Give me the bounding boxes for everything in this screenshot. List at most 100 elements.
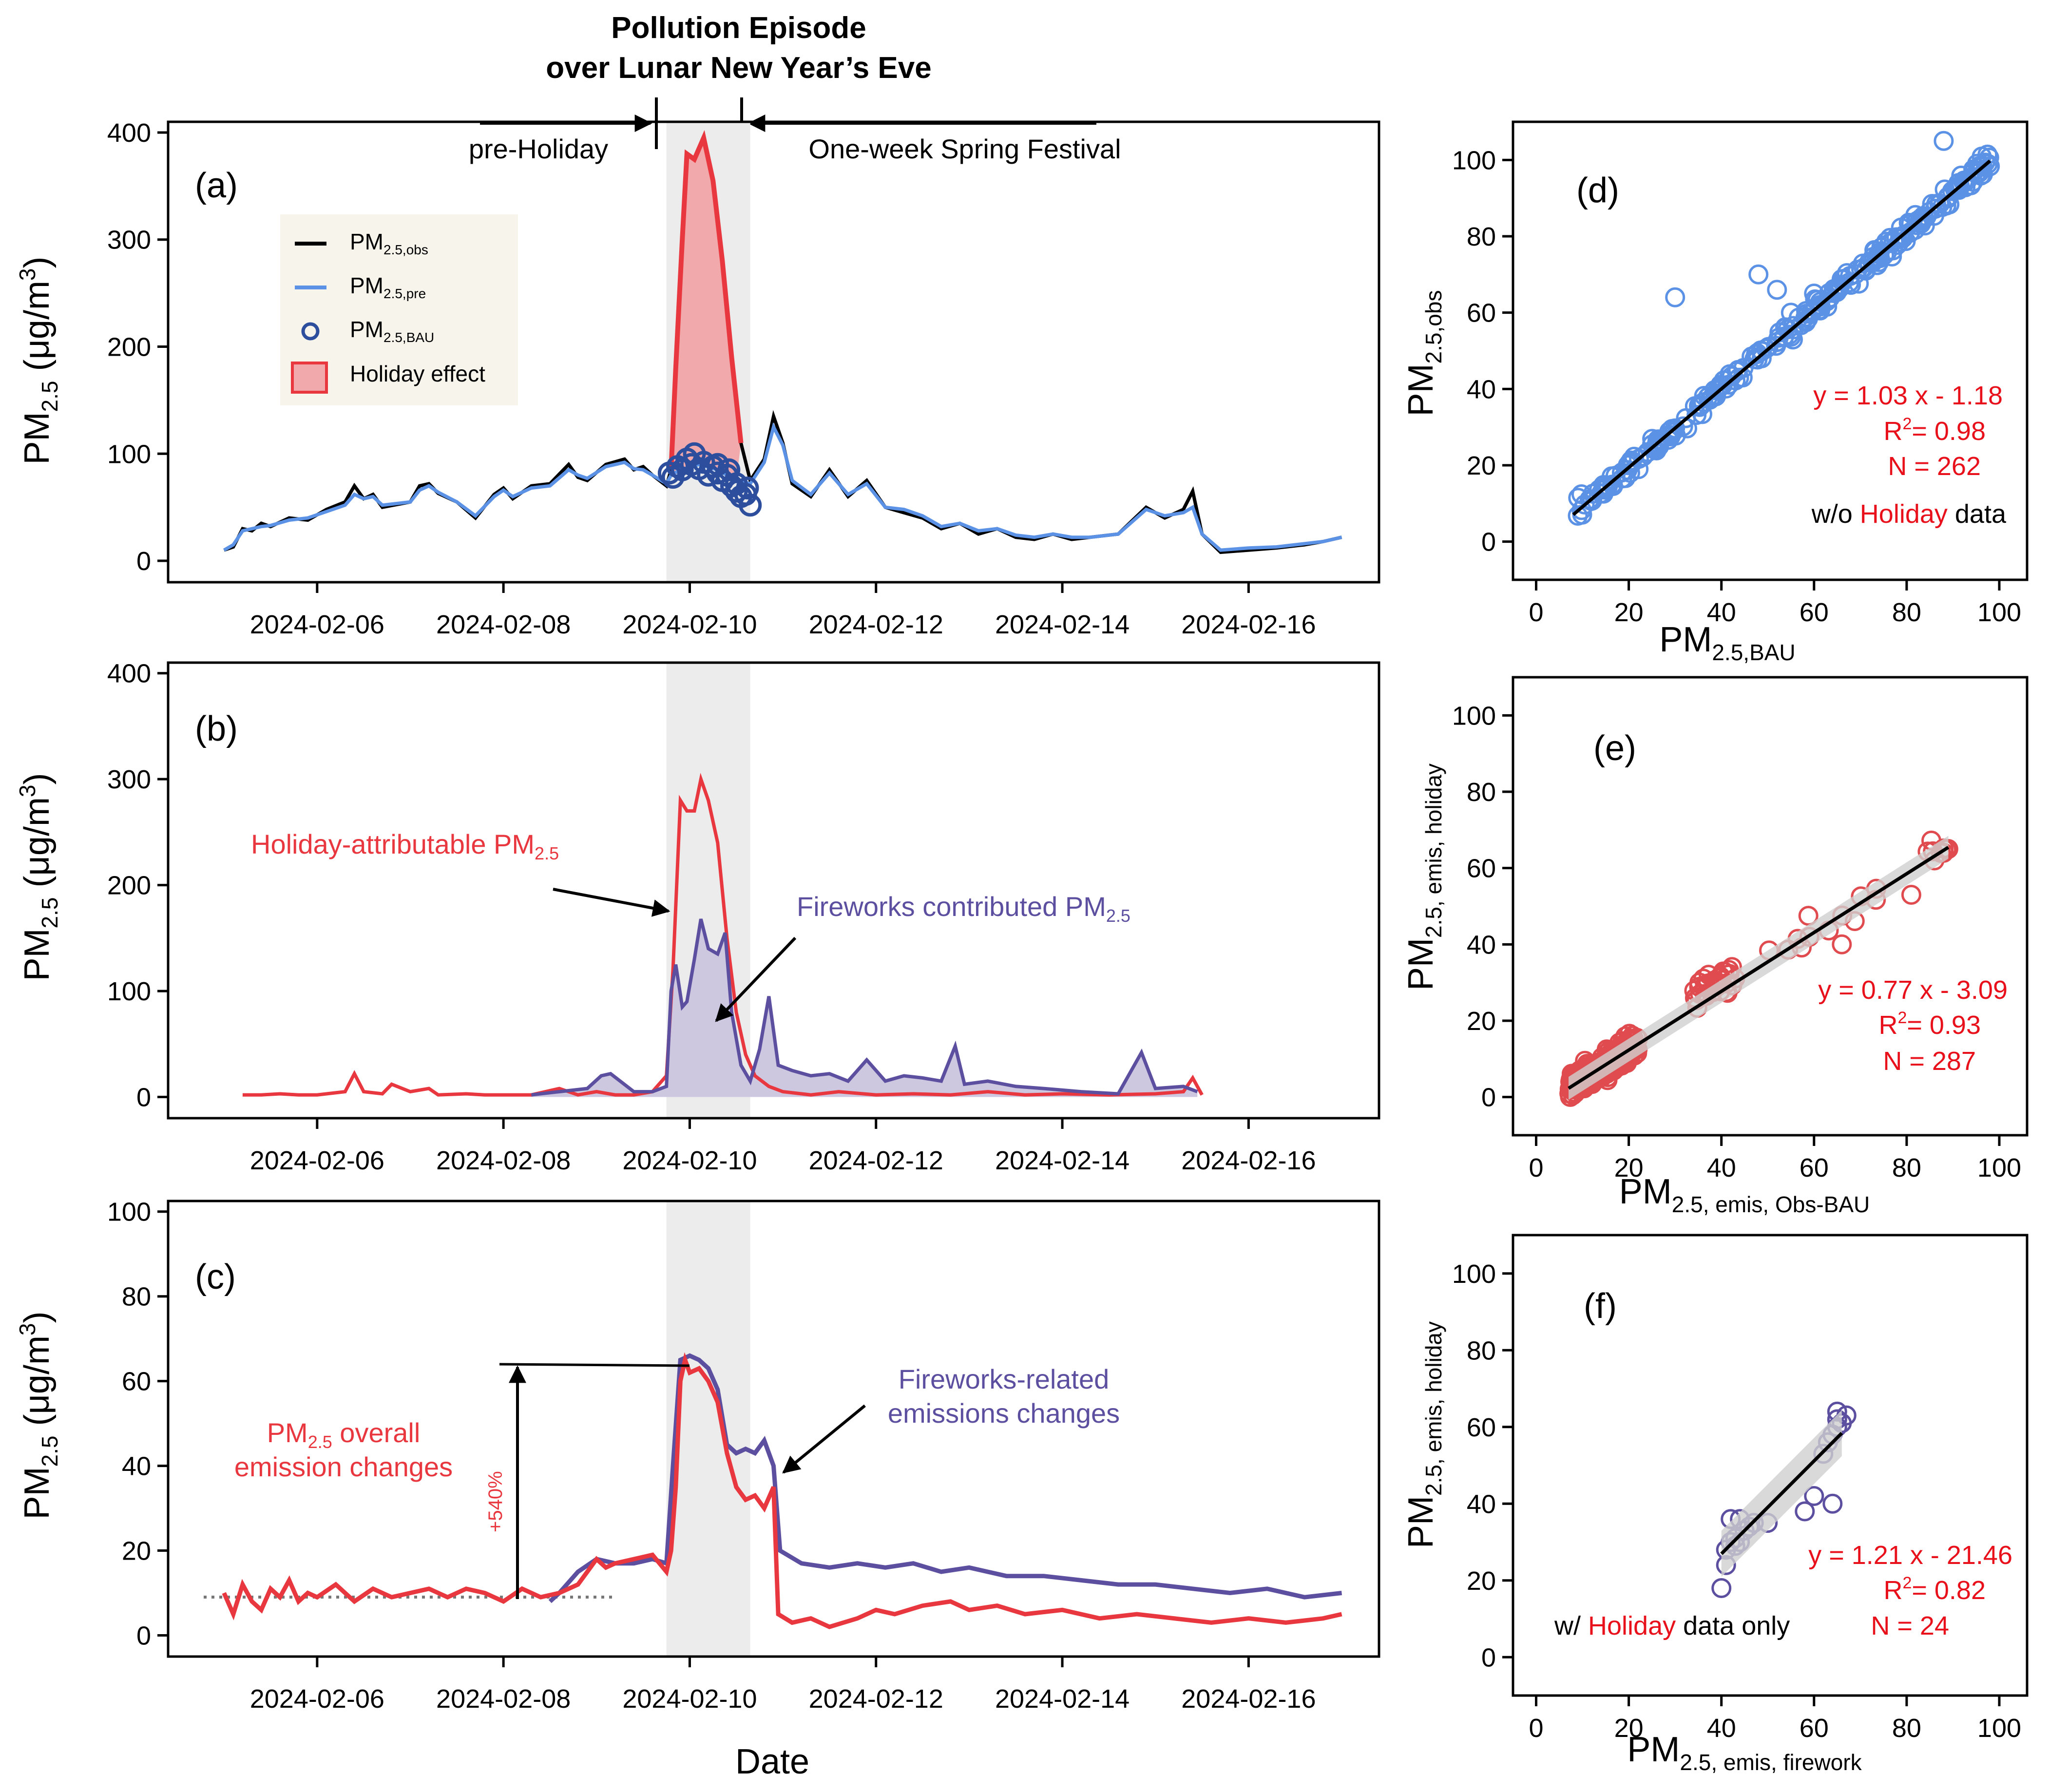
fit-line [1720,1431,1843,1555]
scatter-point [1942,181,1962,201]
legend-bau-swatch [301,322,320,341]
y-tick-label: 100 [107,439,151,469]
scatter-point [1574,495,1595,515]
scatter-point [1804,1486,1824,1506]
y-tick-label: 400 [107,659,151,688]
x-tick-label: 2024-02-14 [995,1146,1130,1175]
scatter-point [1729,367,1749,388]
panel-label: (b) [195,709,238,748]
y-tick-label: 0 [1481,1643,1496,1672]
y-tick-label: 60 [1467,854,1496,883]
y-tick-label: 60 [122,1367,151,1396]
bau-point [706,453,729,476]
x-tick-label: 2024-02-16 [1181,1684,1316,1714]
x-tick-label: 60 [1800,598,1829,627]
x-tick-label: 60 [1800,1153,1829,1182]
scatter-point [1781,303,1801,323]
x-tick-label: 40 [1707,598,1736,627]
bau-points [657,442,762,517]
x-tick-label: 2024-02-08 [436,1684,571,1714]
scatter-point [1758,337,1779,357]
scatter-point [1767,280,1787,300]
holiday-attributable-line [242,773,1204,1097]
x-tick-label: 2024-02-10 [622,610,757,639]
y-tick-label: 60 [1467,1413,1496,1442]
plot-frame [1512,1234,2029,1697]
x-tick-label: 40 [1707,1714,1736,1743]
x-tick-label: 2024-02-06 [250,610,384,639]
y-tick-label: 300 [107,765,151,794]
bau-point [717,458,741,481]
data-note: w/o Holiday data [1811,499,2007,529]
fit-line [1572,159,1992,516]
scatter-point [1862,251,1883,271]
y-tick-label: 80 [122,1282,151,1312]
fireworks-related-arrow [782,1404,866,1474]
y-tick-label: 100 [1452,701,1496,730]
fireworks-arrow [715,936,797,1022]
y-tick-label: 60 [1467,299,1496,328]
scatter-point [1798,906,1819,926]
r-squared: R2= 0.93 [1878,1009,1981,1040]
y-tick-label: 80 [1467,222,1496,251]
panel-b-timeseries: 0 100 200 300 400 2024-02-06 2024-02-08 2024-02… [15,659,1380,1175]
y-tick-label: 0 [1481,528,1496,557]
panel-label: (c) [195,1258,236,1296]
y-tick-label: 0 [136,547,151,576]
x-tick-label: 2024-02-14 [995,1684,1130,1714]
panel-label: (d) [1576,171,1619,210]
x-axis-label: PM2.5,BAU [1659,620,1795,665]
header-title-line2: over Lunar New Year’s Eve [546,51,932,85]
r-squared: R2= 0.98 [1883,415,1986,446]
holiday-effect-outline [669,130,744,470]
scatter-point [1705,385,1725,405]
panel-e-scatter: 0 0 20 20 40 40 60 60 80 80 100 100 (e) PM2.5, emis… [1401,676,2029,1217]
x-tick-label: 100 [1977,598,2021,627]
y-tick-label: 80 [1467,778,1496,807]
y-axis-label: PM2.5, emis, holiday [1401,763,1446,991]
legend-holiday-swatch [291,362,328,394]
y-tick-label: 20 [1467,1566,1496,1596]
sample-count: N = 262 [1888,452,1981,481]
plot-frame [1512,120,2029,581]
pre-holiday-label: pre-Holiday [469,133,608,164]
y-tick-label: 0 [136,1083,151,1112]
y-tick-label: 100 [107,977,151,1006]
scatter-point [1621,451,1642,472]
scatter-point [1728,360,1748,380]
x-tick-label: 2024-02-12 [809,1146,943,1175]
overall-emission-line [222,1352,1342,1629]
y-axis-label: PM2.5,obs [1401,290,1446,417]
x-tick-label: 100 [1977,1714,2021,1743]
y-tick-label: 20 [1467,1007,1496,1036]
y-tick-label: 40 [1467,930,1496,959]
holiday-attributable-arrow [553,888,670,917]
panel-label: (f) [1584,1287,1617,1326]
legend-holiday-label: Holiday effect [350,361,485,386]
y-tick-label: 20 [122,1537,151,1566]
scatter-point [1676,408,1696,428]
overall-annotation-line1: PM2.5 overall [267,1417,421,1452]
x-tick-label: 2024-02-08 [436,1146,571,1175]
fit-equation: y = 0.77 x - 3.09 [1818,975,2008,1005]
x-tick-label: 2024-02-14 [995,610,1130,639]
scatter-point [1725,370,1746,391]
overall-annotation-line2: emission changes [234,1451,453,1482]
fit-equation: y = 1.21 x - 21.46 [1808,1541,2012,1570]
holiday-effect-area [671,138,741,481]
spring-festival-label: One-week Spring Festival [808,133,1121,164]
panel-label: (a) [195,166,238,205]
panel-a-timeseries: 0 100 200 300 400 2024-02-06 2024-02-08 2024-02… [15,118,1380,639]
header-title-line1: Pollution Episode [611,11,866,45]
panel-f-scatter: 0 0 20 20 40 40 60 60 80 80 100 100 (f) PM2.5, emis… [1401,1234,2029,1775]
y-tick-label: 40 [122,1452,151,1481]
y-tick-label: 300 [107,226,151,255]
x-tick-label: 80 [1892,598,1921,627]
sample-count: N = 24 [1871,1611,1949,1640]
y-axis-label: PM2.5 (μg/m3) [15,1311,62,1519]
x-tick-label: 2024-02-10 [622,1146,757,1175]
scatter-point [1711,1578,1732,1598]
y-tick-label: 0 [1481,1083,1496,1112]
scatter-point [1665,287,1685,307]
scatter-point [1568,506,1588,526]
